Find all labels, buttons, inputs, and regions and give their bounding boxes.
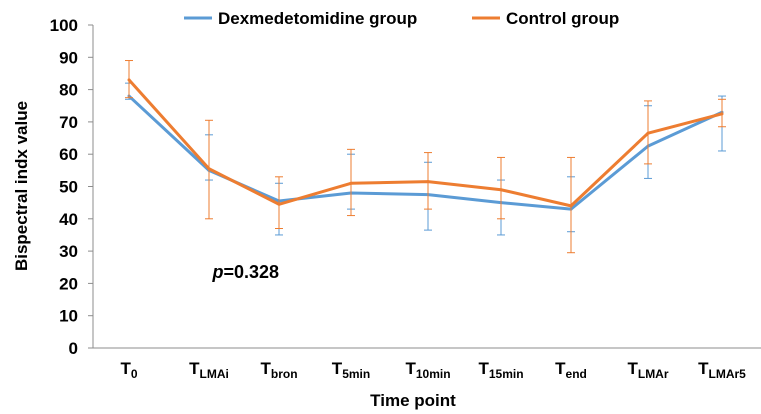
data-point (127, 78, 131, 82)
x-tick-label: T15min (478, 359, 523, 381)
x-axis-label: Time point (370, 391, 456, 410)
y-tick-label: 20 (59, 274, 78, 293)
legend: Dexmedetomidine group Control group (184, 9, 619, 28)
data-point (720, 112, 724, 116)
series-layer (125, 60, 726, 254)
data-point (349, 181, 353, 185)
y-tick-label: 50 (59, 178, 78, 197)
y-tick-label: 70 (59, 113, 78, 132)
series-line (127, 78, 723, 208)
x-tick-label: Tend (555, 359, 587, 381)
data-point (426, 180, 430, 184)
x-tick-label: T0 (120, 359, 137, 381)
x-tick-label: T5min (332, 359, 370, 381)
p-value-annotation: p=0.328 (212, 262, 280, 282)
x-tick-label: T10min (405, 359, 450, 381)
y-tick-label: 80 (59, 81, 78, 100)
x-tick-label: TLMAr5 (698, 359, 746, 381)
legend-label: Dexmedetomidine group (218, 9, 417, 28)
y-axis: 0 10 20 30 40 50 60 70 80 90 100 (50, 16, 94, 358)
x-tick-label: TLMAi (189, 359, 229, 381)
data-point (207, 167, 211, 171)
y-tick-label: 0 (69, 339, 78, 358)
series-dexmedetomidine (125, 82, 726, 236)
y-tick-label: 60 (59, 145, 78, 164)
legend-item: Dexmedetomidine group (184, 9, 417, 28)
data-point (277, 202, 281, 206)
data-point (646, 131, 650, 135)
legend-label: Control group (506, 9, 619, 28)
data-point (569, 204, 573, 208)
data-point (499, 188, 503, 192)
series-control (125, 60, 726, 254)
x-axis: T0 TLMAi Tbron T5min T10min T15min Tend TLMAr TL… (93, 347, 761, 381)
x-tick-label: TLMAr (627, 359, 668, 381)
y-tick-label: 90 (59, 48, 78, 67)
y-tick-label: 30 (59, 242, 78, 261)
x-tick-label: Tbron (260, 359, 297, 381)
y-tick-label: 10 (59, 307, 78, 326)
y-tick-label: 100 (50, 16, 78, 35)
legend-item: Control group (472, 9, 619, 28)
y-tick-label: 40 (59, 210, 78, 229)
y-axis-label: Bispectral indx value (12, 101, 31, 271)
